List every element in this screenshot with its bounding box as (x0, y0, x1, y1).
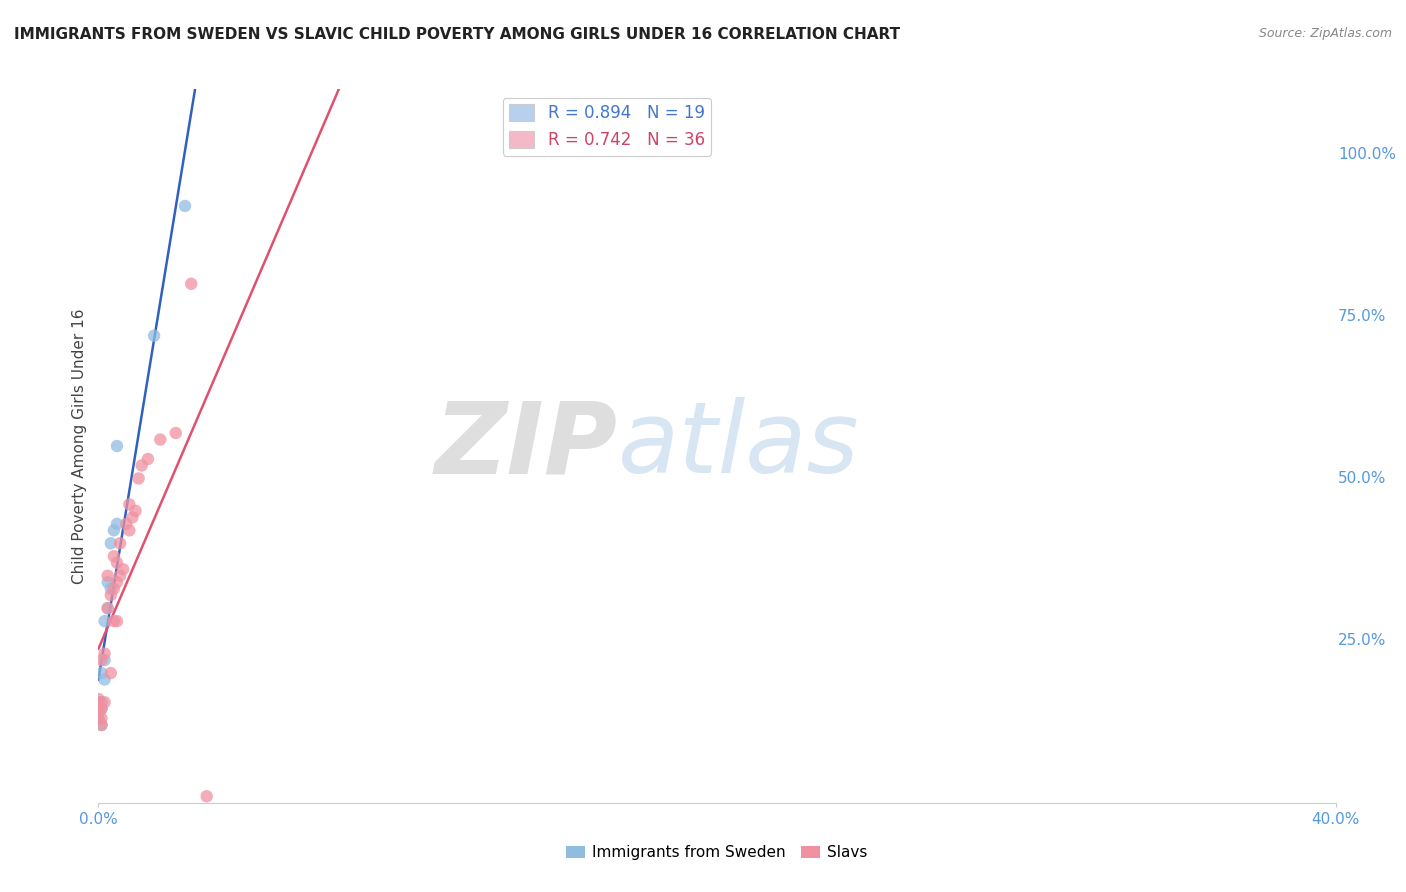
Point (195, 789, 218, 804)
Point (103, 582, 125, 596)
Point (105, 614, 128, 628)
Text: atlas: atlas (619, 398, 859, 494)
Point (108, 536, 131, 550)
Point (87, 711, 110, 725)
Point (174, 199, 197, 213)
Point (87, 705, 110, 719)
Point (90, 718, 112, 732)
Point (118, 524, 141, 538)
Point (93, 614, 115, 628)
Point (90, 718, 112, 732)
Point (131, 458, 153, 473)
Text: 75.0%: 75.0% (1339, 309, 1386, 324)
Point (105, 575, 128, 590)
Point (149, 433, 172, 447)
Point (97, 575, 120, 590)
Text: Source: ZipAtlas.com: Source: ZipAtlas.com (1258, 27, 1392, 40)
Point (100, 582, 122, 596)
Point (100, 588, 122, 602)
Legend: Immigrants from Sweden, Slavs: Immigrants from Sweden, Slavs (561, 839, 873, 866)
Point (87, 705, 110, 719)
Point (136, 452, 159, 467)
Point (90, 702, 112, 716)
Point (87, 711, 110, 725)
Point (165, 425, 187, 440)
Point (121, 510, 143, 524)
Point (100, 666, 122, 681)
Point (93, 653, 115, 667)
Point (143, 328, 166, 343)
Point (105, 516, 128, 531)
Point (115, 516, 138, 531)
Point (100, 536, 122, 550)
Text: IMMIGRANTS FROM SWEDEN VS SLAVIC CHILD POVERTY AMONG GIRLS UNDER 16 CORRELATION : IMMIGRANTS FROM SWEDEN VS SLAVIC CHILD P… (14, 27, 900, 42)
Point (124, 504, 146, 518)
Y-axis label: Child Poverty Among Girls Under 16: Child Poverty Among Girls Under 16 (72, 309, 87, 583)
Point (103, 549, 125, 564)
Point (90, 702, 112, 716)
Point (118, 497, 141, 511)
Point (97, 601, 120, 615)
Point (87, 702, 110, 716)
Point (108, 568, 131, 582)
Point (90, 695, 112, 709)
Point (93, 695, 115, 709)
Text: 50.0%: 50.0% (1339, 471, 1386, 486)
Point (90, 711, 112, 725)
Text: 100.0%: 100.0% (1339, 146, 1396, 161)
Text: ZIP: ZIP (434, 398, 619, 494)
Point (103, 614, 125, 628)
Point (105, 556, 128, 570)
Point (103, 524, 125, 538)
Point (180, 277, 202, 291)
Point (93, 673, 115, 687)
Text: 25.0%: 25.0% (1339, 633, 1386, 648)
Point (105, 439, 128, 453)
Point (90, 666, 112, 681)
Point (93, 647, 115, 661)
Point (112, 562, 135, 576)
Point (90, 653, 112, 667)
Point (87, 698, 110, 713)
Point (97, 601, 120, 615)
Point (87, 695, 110, 709)
Point (128, 471, 150, 485)
Point (87, 692, 110, 706)
Point (97, 568, 120, 582)
